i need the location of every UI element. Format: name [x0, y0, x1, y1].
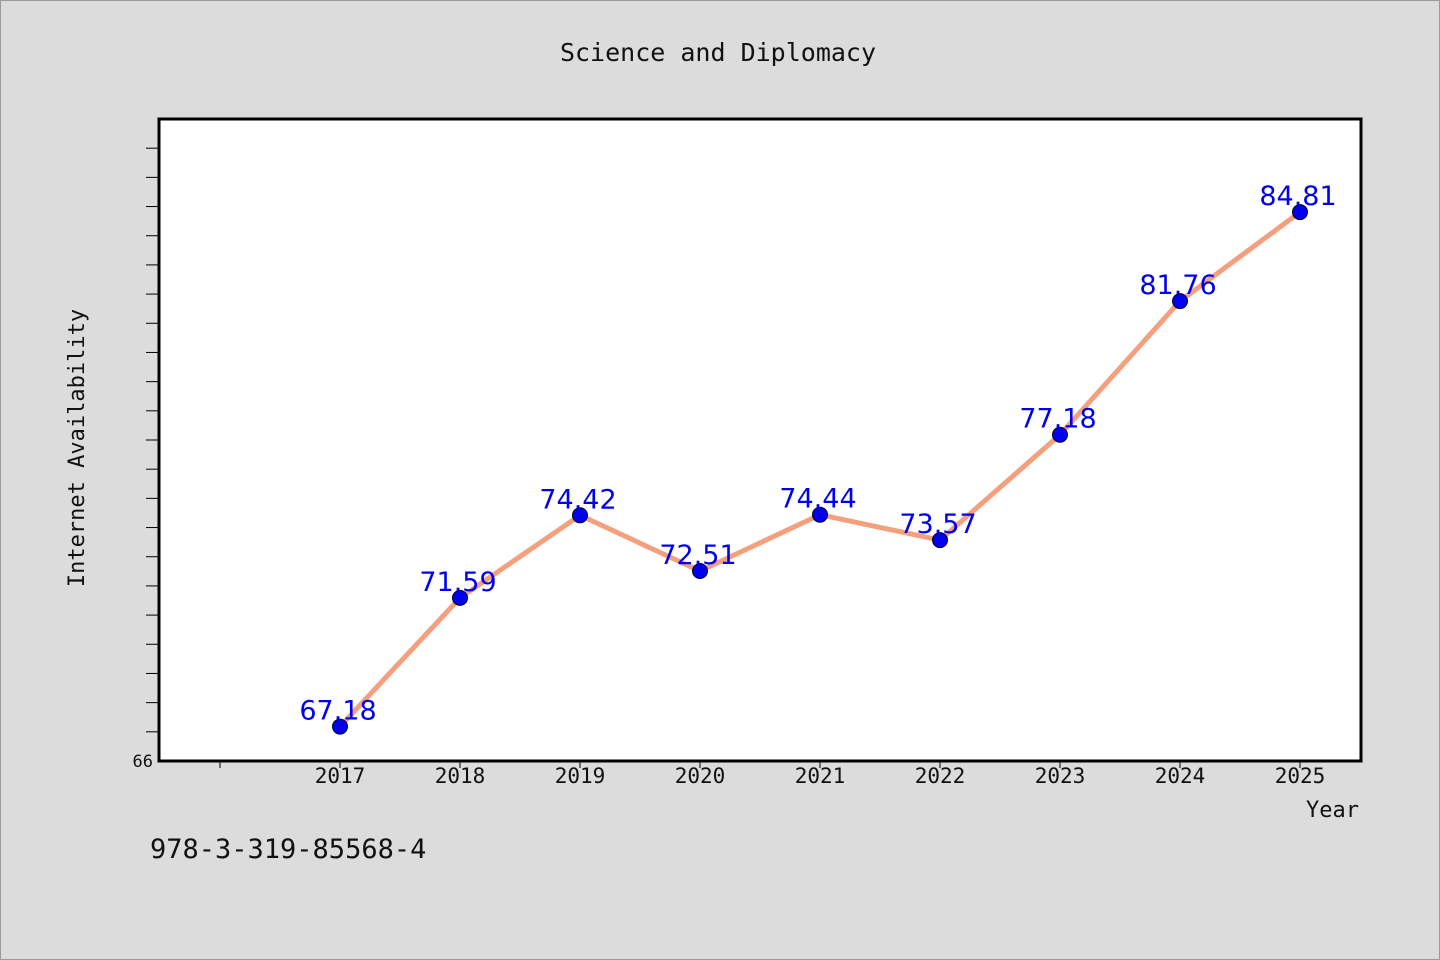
x-tick-label: 2024 [1155, 764, 1206, 788]
x-tick-label: 2019 [555, 764, 606, 788]
x-tick-label: 2017 [315, 764, 366, 788]
data-label: 71.59 [419, 567, 496, 598]
y-axis-label: Internet Availability [65, 309, 90, 587]
data-point [332, 718, 348, 735]
isbn-text: 978-3-319-85568-4 [150, 834, 427, 865]
data-label: 81.76 [1139, 270, 1216, 301]
data-label: 77.18 [1019, 404, 1096, 435]
data-point [692, 563, 708, 580]
data-label: 72.51 [659, 540, 736, 571]
x-axis-label: Year [1306, 798, 1359, 823]
data-point [1292, 204, 1308, 221]
data-label: 73.57 [899, 509, 976, 540]
x-tick-label: 2022 [915, 764, 966, 788]
data-labels: 67.18 71.59 74.42 72.51 74.44 73.57 77.18 81.76… [299, 181, 1336, 726]
data-label: 74.44 [779, 484, 856, 515]
y-axis-ticks: 66 [133, 147, 159, 772]
chart-title: Science and Diplomacy [560, 38, 876, 67]
data-point [812, 506, 828, 523]
plot-area [157, 117, 1363, 763]
data-point [452, 589, 468, 606]
data-point [572, 507, 588, 524]
series-markers [332, 204, 1308, 735]
x-tick-label: 2025 [1275, 764, 1326, 788]
data-label: 84.81 [1259, 181, 1336, 212]
data-point [1172, 293, 1188, 310]
x-axis-ticks: 2017 2018 2019 2020 2021 2022 2023 2024 2025 [219, 761, 1326, 788]
data-label: 74.42 [539, 484, 616, 515]
data-point [1052, 426, 1068, 443]
data-point [932, 532, 948, 549]
y-tick-label: 66 [133, 752, 153, 772]
x-tick-label: 2018 [435, 764, 486, 788]
data-label: 67.18 [299, 696, 376, 727]
x-tick-label: 2021 [795, 764, 846, 788]
x-tick-label: 2020 [675, 764, 726, 788]
x-tick-label: 2023 [1035, 764, 1086, 788]
